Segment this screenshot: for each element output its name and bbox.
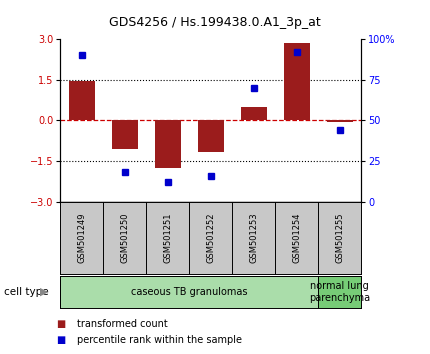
Text: cell type: cell type bbox=[4, 287, 49, 297]
Text: ▶: ▶ bbox=[40, 287, 49, 297]
Bar bbox=[241, 107, 267, 120]
Text: GSM501255: GSM501255 bbox=[335, 213, 344, 263]
Text: ■: ■ bbox=[56, 319, 65, 329]
Bar bbox=[318, 276, 361, 308]
Bar bbox=[112, 120, 138, 149]
Text: ■: ■ bbox=[56, 335, 65, 345]
Text: GSM501252: GSM501252 bbox=[206, 213, 215, 263]
Text: GSM501254: GSM501254 bbox=[292, 213, 301, 263]
Bar bbox=[69, 81, 95, 120]
Text: normal lung
parenchyma: normal lung parenchyma bbox=[309, 281, 370, 303]
Text: percentile rank within the sample: percentile rank within the sample bbox=[77, 335, 243, 345]
Text: transformed count: transformed count bbox=[77, 319, 168, 329]
Bar bbox=[155, 120, 181, 168]
Text: GSM501249: GSM501249 bbox=[77, 213, 86, 263]
Text: GDS4256 / Hs.199438.0.A1_3p_at: GDS4256 / Hs.199438.0.A1_3p_at bbox=[109, 16, 321, 29]
Text: GSM501250: GSM501250 bbox=[120, 213, 129, 263]
Bar bbox=[198, 120, 224, 152]
Bar bbox=[60, 276, 318, 308]
Text: GSM501251: GSM501251 bbox=[163, 213, 172, 263]
Text: GSM501253: GSM501253 bbox=[249, 213, 258, 263]
Text: caseous TB granulomas: caseous TB granulomas bbox=[131, 287, 247, 297]
Bar bbox=[284, 43, 310, 120]
Bar bbox=[327, 120, 353, 122]
